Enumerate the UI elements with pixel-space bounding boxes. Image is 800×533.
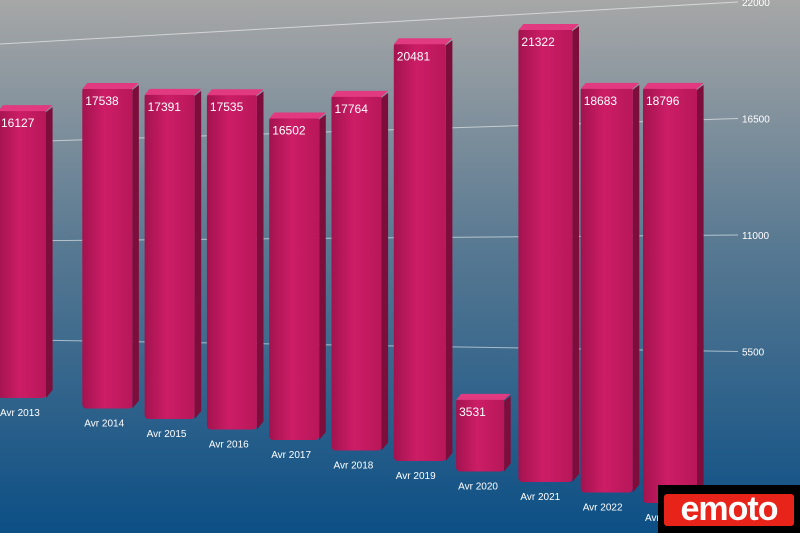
bar-side (572, 26, 579, 482)
y-tick-label: 22000 (742, 0, 770, 9)
bar-side (194, 90, 202, 420)
bar-top (518, 24, 579, 31)
bar-value-label: 17391 (148, 100, 182, 114)
labels: 5500 11000 16500 22000 16127 Avr 2013 17538 Avr… (0, 0, 770, 524)
x-tick-label: Avr 2016 (209, 440, 249, 451)
x-tick-label: Avr 2020 (458, 482, 498, 493)
bar-value-label: 17535 (210, 100, 244, 114)
bar-side (381, 92, 389, 451)
x-tick-label: Avr 2017 (271, 450, 311, 461)
bar (206, 93, 257, 430)
bar-side (319, 114, 326, 441)
bar-value-label: 18796 (646, 94, 680, 108)
bar-value-label: 18683 (584, 94, 618, 108)
bar (269, 116, 320, 441)
bar (331, 94, 382, 451)
bar-value-label: 17538 (85, 94, 119, 108)
bar-side (256, 91, 264, 430)
bar-value-label: 17764 (335, 102, 369, 116)
bar-top (269, 112, 326, 119)
bar-top (456, 393, 511, 400)
bar-value-label: 21322 (521, 35, 555, 49)
bar (518, 28, 573, 482)
x-tick-label: Avr 2019 (396, 471, 436, 482)
bar-top (0, 105, 53, 112)
x-tick-label: Avr 2018 (334, 461, 374, 472)
y-tick-label: 11000 (742, 231, 770, 242)
bar-top (331, 90, 389, 97)
bar-side (445, 40, 453, 461)
bar (456, 397, 505, 472)
y-tick-label: 16500 (742, 115, 770, 126)
x-tick-label: Avr 2022 (583, 503, 623, 514)
grid-line (0, 1, 739, 45)
bar-top (82, 82, 139, 89)
bar (643, 86, 697, 503)
x-tick-label: Avr 2013 (0, 408, 40, 419)
bar-side (132, 84, 139, 409)
bar-side (697, 84, 704, 503)
x-tick-label: Avr 2021 (520, 492, 560, 503)
emoto-logo-text: emoto (664, 492, 794, 526)
bar-side (46, 107, 53, 399)
bar-top (643, 82, 704, 89)
x-tick-label: Avr 2014 (84, 419, 124, 430)
bar-top (206, 89, 264, 96)
y-tick-label: 5500 (742, 348, 765, 359)
bar-top (393, 38, 453, 45)
bar-value-label: 16127 (1, 116, 35, 130)
bar-top (580, 82, 640, 89)
bars (0, 24, 704, 503)
bar (393, 42, 446, 461)
bar-value-label: 3531 (459, 405, 486, 419)
bar-side (632, 84, 640, 493)
emoto-logo: emoto (658, 485, 800, 533)
bar (580, 86, 633, 493)
bar-side (504, 395, 511, 472)
bar (144, 92, 195, 420)
bar (0, 109, 46, 398)
bar-top (144, 88, 202, 95)
x-tick-label: Avr 2015 (147, 429, 187, 440)
bar-value-label: 20481 (397, 49, 431, 63)
bar-value-label: 16502 (272, 124, 306, 138)
bar (82, 86, 133, 409)
